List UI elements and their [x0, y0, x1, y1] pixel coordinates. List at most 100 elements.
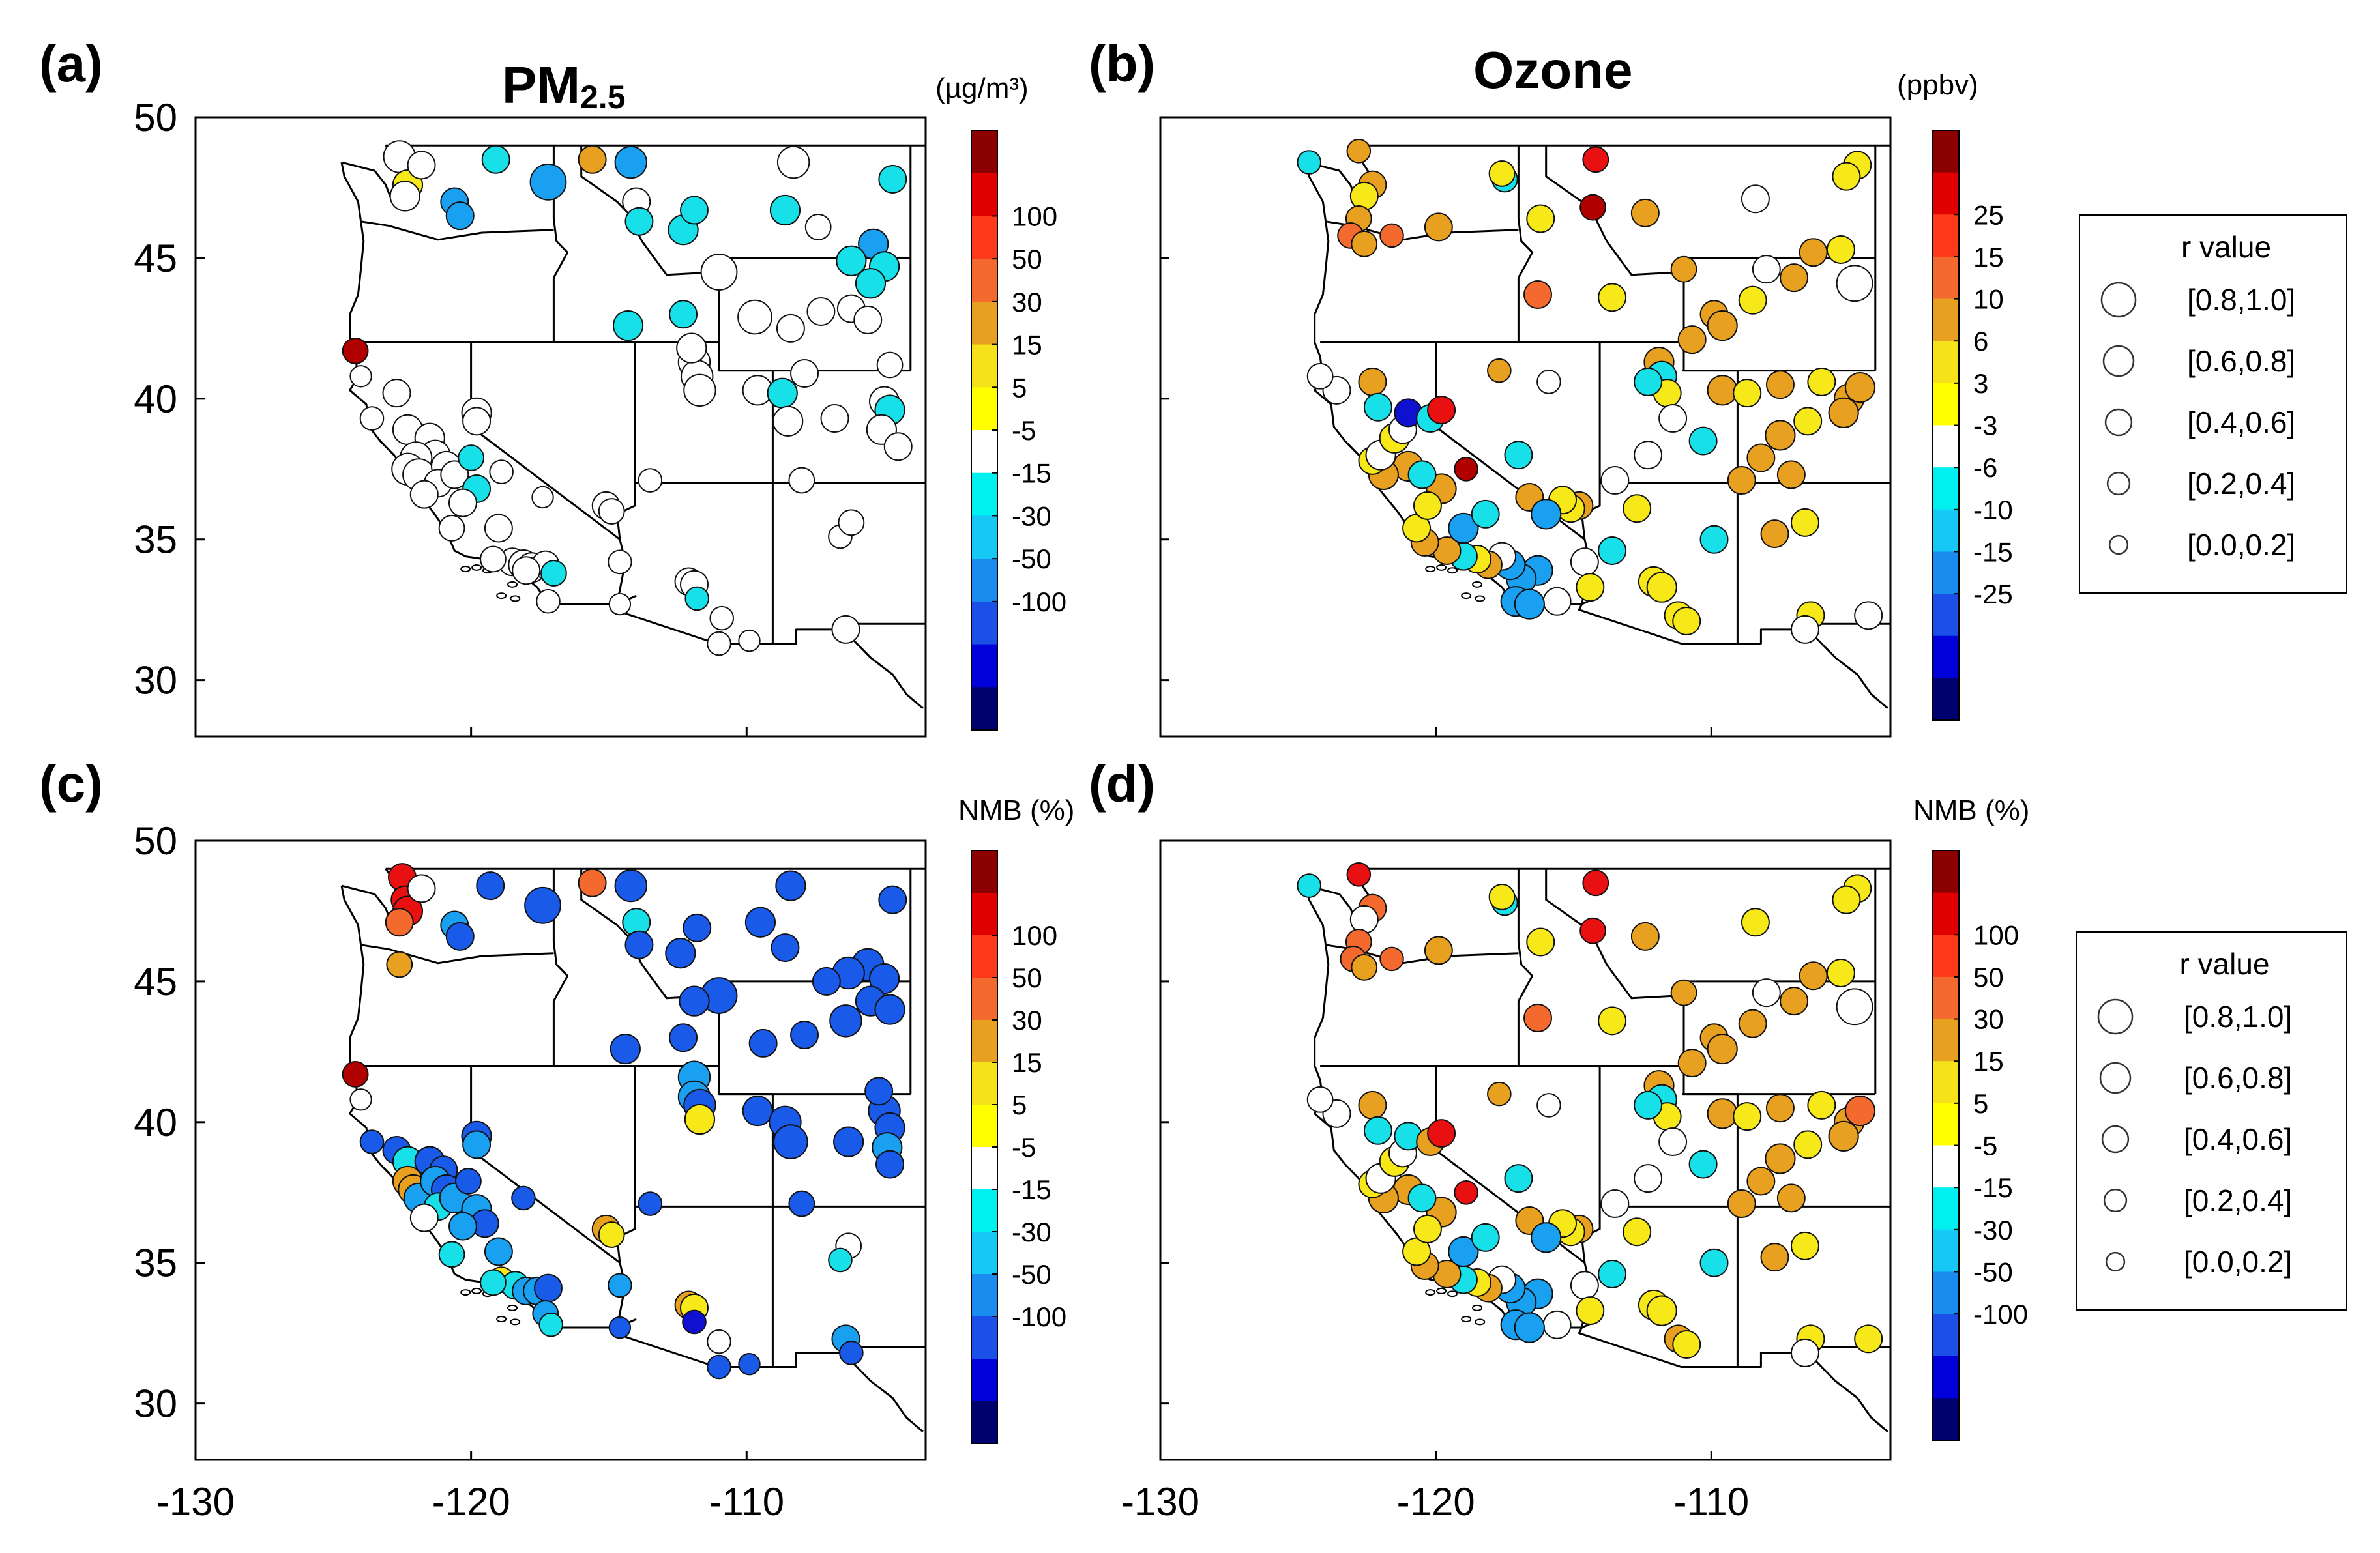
monitoring-site-marker: [707, 1329, 731, 1354]
monitoring-site-marker: [1634, 441, 1663, 470]
colorbar-segment: [971, 1062, 997, 1105]
monitoring-site-marker: [1738, 1009, 1767, 1038]
monitoring-site-marker: [1413, 491, 1442, 520]
monitoring-site-marker: [878, 165, 907, 194]
monitoring-site-marker: [878, 885, 907, 914]
colorbar-segment: [971, 559, 997, 602]
monitoring-site-marker: [864, 1077, 894, 1106]
colorbar-segment: [1933, 594, 1959, 637]
legend-entry-label: [0.4,0.6]: [2184, 1122, 2292, 1156]
monitoring-site-marker: [624, 207, 654, 236]
monitoring-site-marker: [1844, 1095, 1876, 1127]
x-tick-label: -120: [432, 1480, 510, 1524]
state-border: [1682, 370, 1739, 644]
colorbar-segment: [1933, 1103, 1959, 1146]
monitoring-site-marker: [1623, 494, 1652, 523]
y-tick-label: 45: [134, 237, 177, 280]
monitoring-site-marker: [812, 966, 841, 996]
y-tick-label: 35: [134, 1241, 177, 1285]
monitoring-site-marker: [1630, 198, 1660, 227]
legend-box: [2076, 931, 2347, 1311]
channel-island: [1472, 1304, 1483, 1311]
channel-island: [496, 592, 507, 600]
channel-island: [1447, 567, 1458, 574]
monitoring-site-marker: [838, 509, 865, 536]
monitoring-site-marker: [438, 515, 465, 542]
legend-size-marker: [2101, 1125, 2130, 1154]
colorbar-tick-label: 3: [1973, 368, 1988, 399]
colorbar-tick-label: 10: [1973, 284, 2004, 315]
legend-size-marker: [2097, 998, 2134, 1035]
monitoring-site-marker: [1634, 1164, 1663, 1193]
monitoring-site-marker: [767, 377, 798, 409]
colorbar-tick-label: -50: [1973, 1256, 2013, 1287]
monitoring-site-marker: [1471, 1223, 1500, 1252]
colorbar-segment: [1933, 1314, 1959, 1357]
y-tick-label: 50: [134, 96, 177, 139]
monitoring-site-marker: [1672, 1329, 1701, 1359]
channel-island: [1436, 564, 1447, 571]
monitoring-site-marker: [480, 1269, 507, 1296]
colorbar-tick-label: 6: [1973, 326, 1988, 356]
monitoring-site-marker: [1670, 255, 1697, 283]
monitoring-site-marker: [1598, 1260, 1627, 1288]
monitoring-site-marker: [1741, 184, 1770, 214]
legend-entry-label: [0.6,0.8]: [2184, 1061, 2292, 1095]
monitoring-site-marker: [1634, 1090, 1663, 1120]
monitoring-site-marker: [1733, 1102, 1762, 1131]
monitoring-site-marker: [1542, 1310, 1572, 1339]
channel-island: [1461, 592, 1472, 600]
monitoring-site-marker: [1799, 238, 1828, 267]
colorbar-segment: [1933, 850, 1959, 893]
monitoring-site-marker: [1454, 1180, 1478, 1205]
monitoring-site-marker: [855, 268, 887, 299]
monitoring-site-marker: [608, 549, 632, 575]
colorbar-segment: [1933, 383, 1959, 426]
colorbar-tick-label: 15: [1973, 1046, 2004, 1077]
monitoring-site-marker: [1454, 456, 1478, 482]
monitoring-site-marker: [484, 514, 513, 543]
monitoring-site-marker: [737, 299, 772, 335]
channel-island: [510, 1318, 521, 1326]
colorbar-tick-label: -5: [1973, 1131, 1997, 1161]
monitoring-site-marker: [608, 592, 632, 616]
monitoring-site-marker: [409, 480, 439, 509]
colorbar-segment: [971, 1316, 997, 1359]
colorbar-tick-label: 50: [1973, 962, 2004, 993]
y-tick-label: 30: [134, 1382, 177, 1426]
monitoring-site-marker: [1799, 961, 1828, 991]
monitoring-site-marker: [790, 1020, 819, 1049]
monitoring-site-marker: [700, 254, 738, 291]
colorbar-segment: [971, 687, 997, 731]
colorbar-segment: [971, 1401, 997, 1444]
panel-a-title-sub: 2.5: [580, 79, 626, 115]
monitoring-site-marker: [462, 407, 492, 436]
colorbar-tick-label: -5: [1012, 1132, 1036, 1163]
colorbar-segment: [1933, 214, 1959, 257]
monitoring-site-marker: [707, 631, 731, 656]
monitoring-site-marker: [1646, 1295, 1677, 1326]
monitoring-site-marker: [1487, 1081, 1512, 1107]
monitoring-site-marker: [1790, 508, 1819, 537]
colorbar-tick-label: 100: [1973, 920, 2019, 950]
monitoring-site-marker: [349, 1088, 372, 1111]
colorbar-segment: [1933, 635, 1959, 678]
monitoring-site-marker: [742, 1095, 773, 1127]
monitoring-site-marker: [1677, 325, 1707, 355]
monitoring-site-marker: [1707, 375, 1738, 406]
legend-entry-label: [0.6,0.8]: [2187, 344, 2295, 378]
monitoring-site-marker: [1514, 588, 1545, 620]
monitoring-site-marker: [448, 1212, 477, 1241]
colorbar-segment: [1933, 1356, 1959, 1399]
colorbar-segment: [971, 430, 997, 474]
colorbar-tick-label: -25: [1973, 579, 2013, 609]
panel-a-map: 30 35 40 45 50: [134, 96, 927, 738]
monitoring-site-marker: [709, 605, 735, 631]
monitoring-site-marker: [445, 201, 475, 231]
monitoring-site-marker: [776, 145, 810, 179]
monitoring-site-marker: [1746, 443, 1776, 472]
colorbar-segment: [1933, 425, 1959, 468]
monitoring-site-marker: [1780, 263, 1809, 293]
monitoring-site-marker: [409, 1203, 439, 1232]
monitoring-site-marker: [1424, 936, 1453, 965]
